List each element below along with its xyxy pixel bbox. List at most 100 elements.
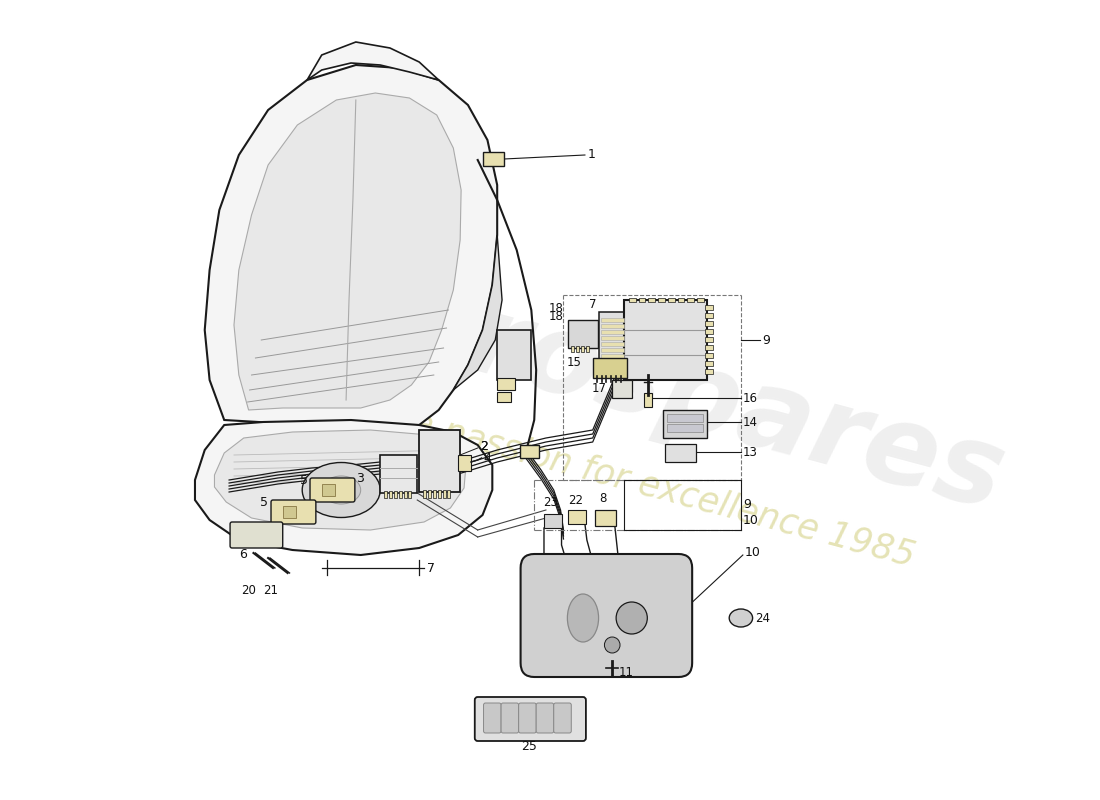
Bar xyxy=(459,455,471,471)
Bar xyxy=(601,336,624,340)
Bar xyxy=(629,298,636,302)
FancyBboxPatch shape xyxy=(536,703,553,733)
Bar xyxy=(321,484,336,496)
FancyBboxPatch shape xyxy=(553,703,571,733)
FancyBboxPatch shape xyxy=(520,554,692,677)
Text: 21: 21 xyxy=(264,583,278,597)
Bar xyxy=(519,445,539,458)
Text: 11: 11 xyxy=(619,666,634,678)
Ellipse shape xyxy=(321,476,361,504)
Text: 1: 1 xyxy=(587,149,596,162)
Bar xyxy=(601,348,624,352)
Bar xyxy=(667,424,703,432)
FancyBboxPatch shape xyxy=(310,478,355,502)
Text: 16: 16 xyxy=(742,391,758,405)
Circle shape xyxy=(616,602,647,634)
Bar xyxy=(705,353,713,358)
Bar xyxy=(705,305,713,310)
Bar xyxy=(384,491,387,498)
Text: 8: 8 xyxy=(598,491,606,505)
Text: 24: 24 xyxy=(756,611,770,625)
Text: 3: 3 xyxy=(355,471,364,485)
Bar xyxy=(394,491,397,498)
Bar xyxy=(624,300,707,380)
Bar xyxy=(697,298,704,302)
Text: 4: 4 xyxy=(484,451,492,465)
Text: 14: 14 xyxy=(742,415,758,429)
Bar xyxy=(497,392,510,402)
Bar xyxy=(576,346,579,352)
Bar xyxy=(705,321,713,326)
FancyBboxPatch shape xyxy=(484,703,502,733)
Bar xyxy=(658,298,664,302)
Bar xyxy=(688,298,694,302)
Bar xyxy=(638,298,646,302)
Bar xyxy=(601,318,624,322)
Bar xyxy=(569,320,597,348)
Text: 2: 2 xyxy=(480,441,487,454)
Bar xyxy=(571,346,574,352)
Bar xyxy=(601,342,624,346)
Bar xyxy=(678,298,684,302)
Bar xyxy=(424,490,426,498)
Circle shape xyxy=(604,637,620,653)
Bar xyxy=(705,345,713,350)
Bar xyxy=(595,510,616,526)
Bar xyxy=(663,410,707,438)
Polygon shape xyxy=(195,420,493,555)
Text: a passion for excellence 1985: a passion for excellence 1985 xyxy=(408,406,918,574)
Bar xyxy=(581,346,584,352)
Bar xyxy=(705,361,713,366)
Polygon shape xyxy=(307,42,439,80)
Text: 9: 9 xyxy=(762,334,770,346)
FancyBboxPatch shape xyxy=(502,703,518,733)
Bar xyxy=(648,298,656,302)
Polygon shape xyxy=(205,65,497,432)
Bar xyxy=(408,491,411,498)
Polygon shape xyxy=(214,430,466,530)
Polygon shape xyxy=(234,93,461,410)
Text: 13: 13 xyxy=(742,446,758,458)
Ellipse shape xyxy=(302,462,381,518)
Text: 15: 15 xyxy=(568,355,582,369)
Text: 7: 7 xyxy=(588,298,596,310)
Bar xyxy=(598,312,626,362)
FancyBboxPatch shape xyxy=(518,703,536,733)
Bar xyxy=(442,490,446,498)
Bar xyxy=(419,430,460,492)
Text: 2: 2 xyxy=(480,441,487,454)
Text: 10: 10 xyxy=(745,546,761,559)
FancyBboxPatch shape xyxy=(475,697,586,741)
Bar xyxy=(398,491,402,498)
Bar xyxy=(593,358,627,378)
Bar xyxy=(705,337,713,342)
Text: 6: 6 xyxy=(239,547,246,561)
Bar xyxy=(601,330,624,334)
Bar xyxy=(448,490,450,498)
Ellipse shape xyxy=(568,594,598,642)
Text: eurospares: eurospares xyxy=(310,247,1016,533)
Text: 18: 18 xyxy=(549,310,563,322)
Text: 23: 23 xyxy=(543,497,558,510)
Text: 9: 9 xyxy=(742,498,750,511)
Text: 10: 10 xyxy=(742,514,759,526)
Bar xyxy=(601,324,624,328)
Bar xyxy=(497,330,531,380)
Bar xyxy=(404,491,407,498)
Text: 5: 5 xyxy=(260,497,268,510)
Bar xyxy=(438,490,441,498)
Bar xyxy=(645,393,652,407)
Text: 7: 7 xyxy=(427,562,434,574)
Polygon shape xyxy=(453,235,502,390)
FancyBboxPatch shape xyxy=(271,500,316,524)
Bar xyxy=(664,444,696,462)
Bar xyxy=(601,354,624,358)
Text: 22: 22 xyxy=(568,494,583,506)
Text: 25: 25 xyxy=(521,739,537,753)
Bar xyxy=(283,506,296,518)
Bar xyxy=(544,514,561,528)
Bar xyxy=(705,369,713,374)
Bar xyxy=(428,490,431,498)
FancyBboxPatch shape xyxy=(230,522,283,548)
Text: 5: 5 xyxy=(300,474,308,487)
